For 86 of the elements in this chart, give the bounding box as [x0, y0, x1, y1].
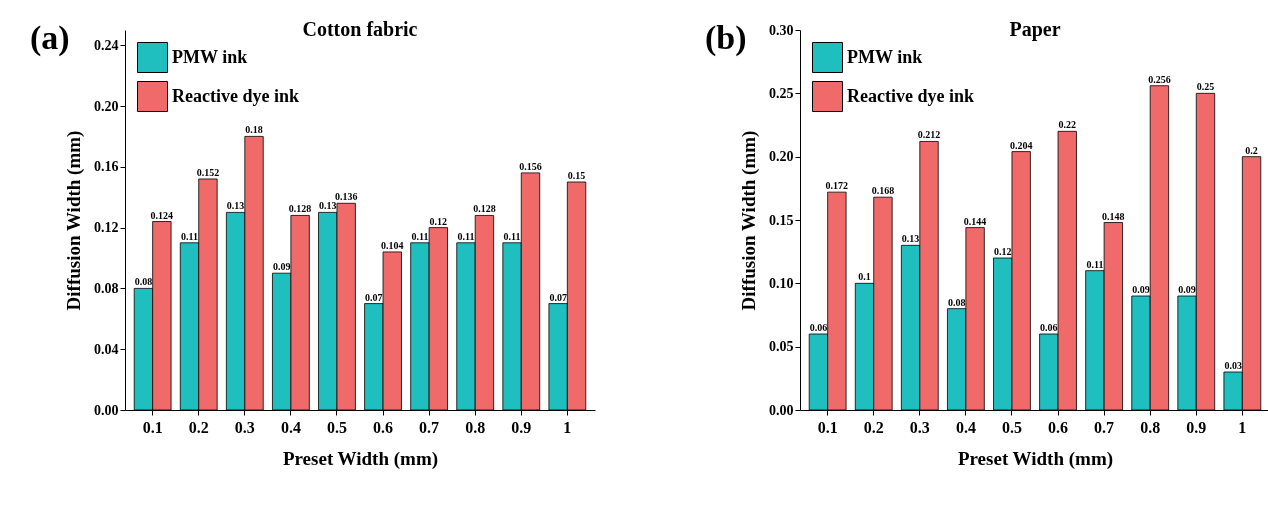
data-label: 0.11 — [1086, 258, 1104, 270]
y-tick-label: 0.24 — [94, 37, 119, 53]
data-label: 0.09 — [272, 261, 291, 273]
data-label: 0.08 — [134, 276, 153, 288]
legend-label: Reactive dye ink — [172, 85, 299, 106]
data-label: 0.128 — [288, 203, 312, 215]
data-label: 0.12 — [429, 215, 448, 227]
x-tick-label: 1 — [1238, 418, 1247, 436]
y-axis-title: Diffusion Width (mm) — [738, 130, 760, 311]
data-label: 0.124 — [150, 209, 174, 221]
data-label: 0.03 — [1224, 360, 1242, 371]
x-tick-label: 0.2 — [863, 418, 884, 436]
x-tick-label: 0.9 — [511, 418, 532, 436]
x-tick-label: 0.6 — [373, 418, 394, 436]
y-tick-label: 0.20 — [769, 149, 794, 165]
data-label: 0.08 — [947, 296, 966, 308]
data-label: 0.136 — [334, 191, 358, 203]
x-tick-label: 0.6 — [1048, 418, 1069, 436]
data-label: 0.148 — [1102, 210, 1125, 222]
data-label: 0.104 — [381, 239, 404, 251]
x-tick-label: 0.8 — [1140, 418, 1161, 436]
data-label: 0.06 — [809, 322, 828, 333]
x-axis-title: Preset Width (mm) — [282, 447, 439, 470]
x-tick-label: 0.7 — [1094, 418, 1115, 436]
x-tick-label: 0.8 — [465, 418, 486, 436]
y-tick-label: 0.04 — [94, 341, 119, 357]
y-tick-label: 0.15 — [769, 212, 794, 228]
data-label: 0.144 — [963, 215, 987, 227]
data-label: 0.07 — [365, 291, 383, 303]
data-label: 0.2 — [1245, 144, 1258, 156]
x-tick-label: 0.5 — [1001, 418, 1022, 436]
y-tick-label: 0.00 — [94, 402, 119, 418]
y-tick-label: 0.05 — [769, 339, 794, 355]
x-axis-title: Preset Width (mm) — [957, 447, 1114, 470]
data-label: 0.13 — [226, 200, 245, 212]
x-tick-label: 0.1 — [817, 418, 838, 436]
y-tick-label: 0.08 — [94, 280, 119, 296]
data-label: 0.152 — [196, 166, 220, 178]
data-label: 0.11 — [503, 230, 521, 242]
data-label: 0.06 — [1040, 322, 1058, 333]
x-tick-label: 1 — [563, 418, 572, 436]
data-label: 0.172 — [825, 180, 849, 192]
data-label: 0.12 — [994, 246, 1012, 257]
legend-label: Reactive dye ink — [847, 85, 974, 106]
x-tick-label: 0.4 — [955, 418, 976, 436]
data-label: 0.25 — [1196, 81, 1215, 93]
legend-label: PMW ink — [847, 46, 923, 67]
chart-title: Paper — [1009, 18, 1061, 41]
x-tick-label: 0.3 — [909, 418, 930, 436]
y-tick-label: 0.10 — [769, 275, 794, 291]
x-tick-label: 0.1 — [142, 418, 163, 436]
y-tick-label: 0.25 — [769, 85, 794, 101]
text: (a) — [30, 19, 70, 57]
data-label: 0.256 — [1148, 73, 1171, 85]
x-tick-label: 0.5 — [326, 418, 347, 436]
data-label: 0.168 — [871, 185, 895, 197]
data-label: 0.09 — [1178, 284, 1196, 295]
data-label: 0.11 — [411, 230, 429, 242]
data-label: 0.13 — [319, 200, 337, 212]
data-label: 0.13 — [901, 233, 920, 245]
data-label: 0.156 — [519, 160, 542, 172]
y-axis-title: Diffusion Width (mm) — [63, 130, 85, 311]
data-label: 0.11 — [181, 230, 198, 242]
data-label: 0.128 — [473, 203, 496, 215]
y-tick-label: 0.12 — [94, 220, 119, 236]
x-tick-label: 0.4 — [280, 418, 301, 436]
x-tick-label: 0.7 — [419, 418, 440, 436]
data-label: 0.15 — [567, 170, 586, 181]
y-tick-label: 0.00 — [769, 402, 794, 418]
data-label: 0.11 — [457, 230, 475, 242]
x-tick-label: 0.2 — [188, 418, 209, 436]
y-tick-label: 0.30 — [769, 22, 794, 38]
y-tick-label: 0.16 — [94, 159, 119, 175]
data-label: 0.18 — [245, 124, 263, 136]
data-label: 0.07 — [549, 291, 567, 303]
data-label: 0.1 — [858, 271, 871, 283]
y-tick-label: 0.20 — [94, 98, 119, 114]
legend-label: PMW ink — [172, 46, 248, 67]
x-tick-label: 0.3 — [234, 418, 255, 436]
text: (b) — [705, 19, 747, 57]
chart-title: Cotton fabric — [302, 18, 418, 40]
data-label: 0.09 — [1132, 284, 1150, 295]
x-tick-label: 0.9 — [1186, 418, 1207, 436]
data-label: 0.22 — [1058, 119, 1076, 131]
data-label: 0.204 — [1009, 139, 1033, 151]
data-label: 0.212 — [917, 129, 941, 141]
